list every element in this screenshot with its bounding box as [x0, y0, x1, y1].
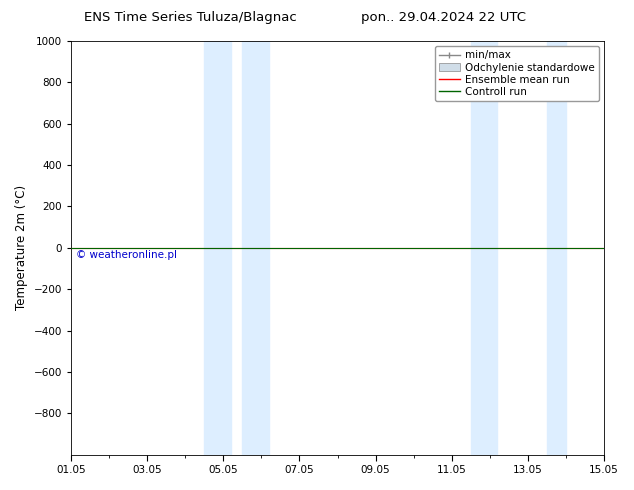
- Bar: [242, 41, 269, 455]
- Y-axis label: Temperature 2m (°C): Temperature 2m (°C): [15, 185, 28, 310]
- Text: pon.. 29.04.2024 22 UTC: pon.. 29.04.2024 22 UTC: [361, 11, 526, 24]
- Text: © weatheronline.pl: © weatheronline.pl: [76, 250, 178, 260]
- Legend: min/max, Odchylenie standardowe, Ensemble mean run, Controll run: min/max, Odchylenie standardowe, Ensembl…: [435, 46, 599, 101]
- Text: ENS Time Series Tuluza/Blagnac: ENS Time Series Tuluza/Blagnac: [84, 11, 297, 24]
- Bar: [204, 41, 231, 455]
- Bar: [547, 41, 566, 455]
- Bar: [471, 41, 498, 455]
